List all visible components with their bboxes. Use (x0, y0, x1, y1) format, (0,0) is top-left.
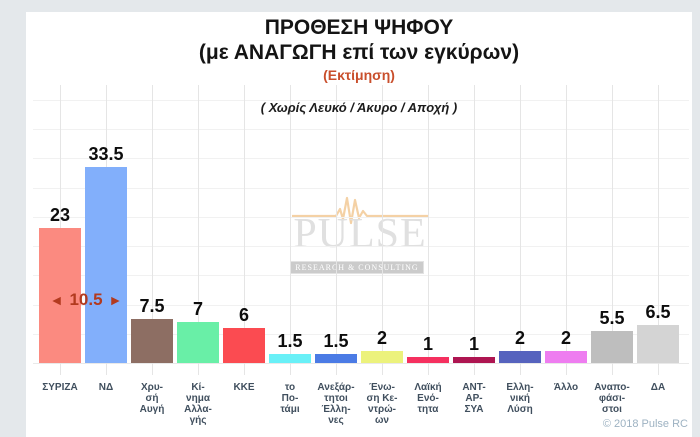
chart-bar (637, 325, 679, 363)
lead-difference-marker: ◄ 10.5 ► (34, 290, 138, 310)
horizontal-gridline (33, 129, 689, 130)
chart-card (26, 12, 692, 437)
bar-value-label: 1 (422, 334, 433, 354)
chart-bar (591, 331, 633, 363)
vertical-gridline (336, 85, 337, 375)
horizontal-gridline (33, 275, 689, 276)
chart-bar (177, 322, 219, 363)
horizontal-gridline (33, 188, 689, 189)
vertical-gridline (566, 85, 567, 375)
estimate-label: (Εκτίμηση) (323, 67, 395, 83)
chart-bar (223, 328, 265, 363)
heartbeat-line-icon (292, 196, 428, 225)
vertical-gridline (290, 85, 291, 375)
horizontal-gridline (33, 246, 689, 247)
bar-value-label: 33.5 (88, 144, 124, 164)
bar-category-label: Ένω- ση Κε- ντρώ- ων (366, 382, 398, 426)
bar-value-label: 2 (560, 328, 571, 348)
bar-category-label: ΣΥΡΙΖΑ (42, 382, 78, 393)
bar-value-label: 6 (238, 305, 249, 325)
chart-bar (131, 319, 173, 363)
chart-bar (39, 228, 81, 363)
bar-category-label: Λαϊκή Ενό- τητα (414, 382, 442, 415)
bar-value-label: 7 (192, 299, 203, 319)
bar-category-label: Ελλη- νική Λύση (506, 382, 534, 415)
copyright-notice: © 2018 Pulse RC (602, 418, 688, 430)
vertical-gridline (612, 85, 613, 375)
horizontal-gridline (33, 217, 689, 218)
chart-bar (85, 167, 127, 363)
vertical-gridline (428, 85, 429, 375)
bar-category-label: Αναπο- φάσι- στοι (594, 382, 630, 415)
left-arrow-icon: ◄ (49, 292, 64, 308)
chart-subtitle: (με ΑΝΑΓΩΓΗ επί των εγκύρων) (198, 41, 520, 64)
lead-difference-value: 10.5 (69, 290, 103, 309)
bar-value-label: 2 (514, 328, 525, 348)
chart-bar (407, 357, 449, 363)
bar-category-label: Χρυ- σή Αυγή (139, 382, 165, 415)
bar-value-label: 1.5 (277, 331, 303, 351)
vertical-gridline (152, 85, 153, 375)
watermark-brand-name: PULSE (293, 211, 427, 257)
bar-category-label: ΔΑ (650, 382, 666, 393)
vertical-gridline (244, 85, 245, 375)
bar-category-label: Κί- νημα Αλλα- γής (184, 382, 212, 426)
chart-bar (545, 351, 587, 363)
bar-value-label: 5.5 (599, 308, 625, 328)
chart-title: ΠΡΟΘΕΣΗ ΨΗΦΟΥ (264, 16, 454, 39)
bar-category-label: ΚΚΕ (233, 382, 255, 393)
chart-bar (361, 351, 403, 363)
bar-value-label: 2 (376, 328, 387, 348)
bar-category-label: ΝΔ (98, 382, 114, 393)
vertical-gridline (198, 85, 199, 375)
bar-category-label: Άλλο (553, 382, 579, 393)
chart-bar (269, 354, 311, 363)
bar-category-label: ΑΝΤ- ΑΡ- ΣΥΑ (462, 382, 486, 415)
vertical-gridline (474, 85, 475, 375)
bar-value-label: 1.5 (323, 331, 349, 351)
chart-bar (499, 351, 541, 363)
bar-value-label: 7.5 (139, 296, 165, 316)
watermark-tagline: RESEARCH & CONSULTING (290, 261, 424, 274)
bar-category-label: το Πο- τάμι (280, 382, 300, 415)
x-axis-baseline (33, 363, 689, 364)
vertical-gridline (658, 85, 659, 375)
chart-bar (315, 354, 357, 363)
vertical-gridline (382, 85, 383, 375)
vertical-gridline (520, 85, 521, 375)
bar-value-label: 1 (468, 334, 479, 354)
pulse-watermark: PULSE RESEARCH & CONSULTING (282, 192, 438, 276)
exclusion-note: ( Χωρίς Λευκό / Άκυρο / Αποχή ) (260, 100, 458, 115)
horizontal-gridline (33, 305, 689, 306)
horizontal-gridline (33, 158, 689, 159)
bar-category-label: Ανεξάρ- τητοι Έλλη- νες (317, 382, 355, 426)
bar-value-label: 23 (49, 205, 71, 225)
bar-value-label: 6.5 (645, 302, 671, 322)
chart-bar (453, 357, 495, 363)
horizontal-gridline (33, 334, 689, 335)
horizontal-gridline (33, 100, 689, 101)
right-arrow-icon: ► (108, 292, 123, 308)
